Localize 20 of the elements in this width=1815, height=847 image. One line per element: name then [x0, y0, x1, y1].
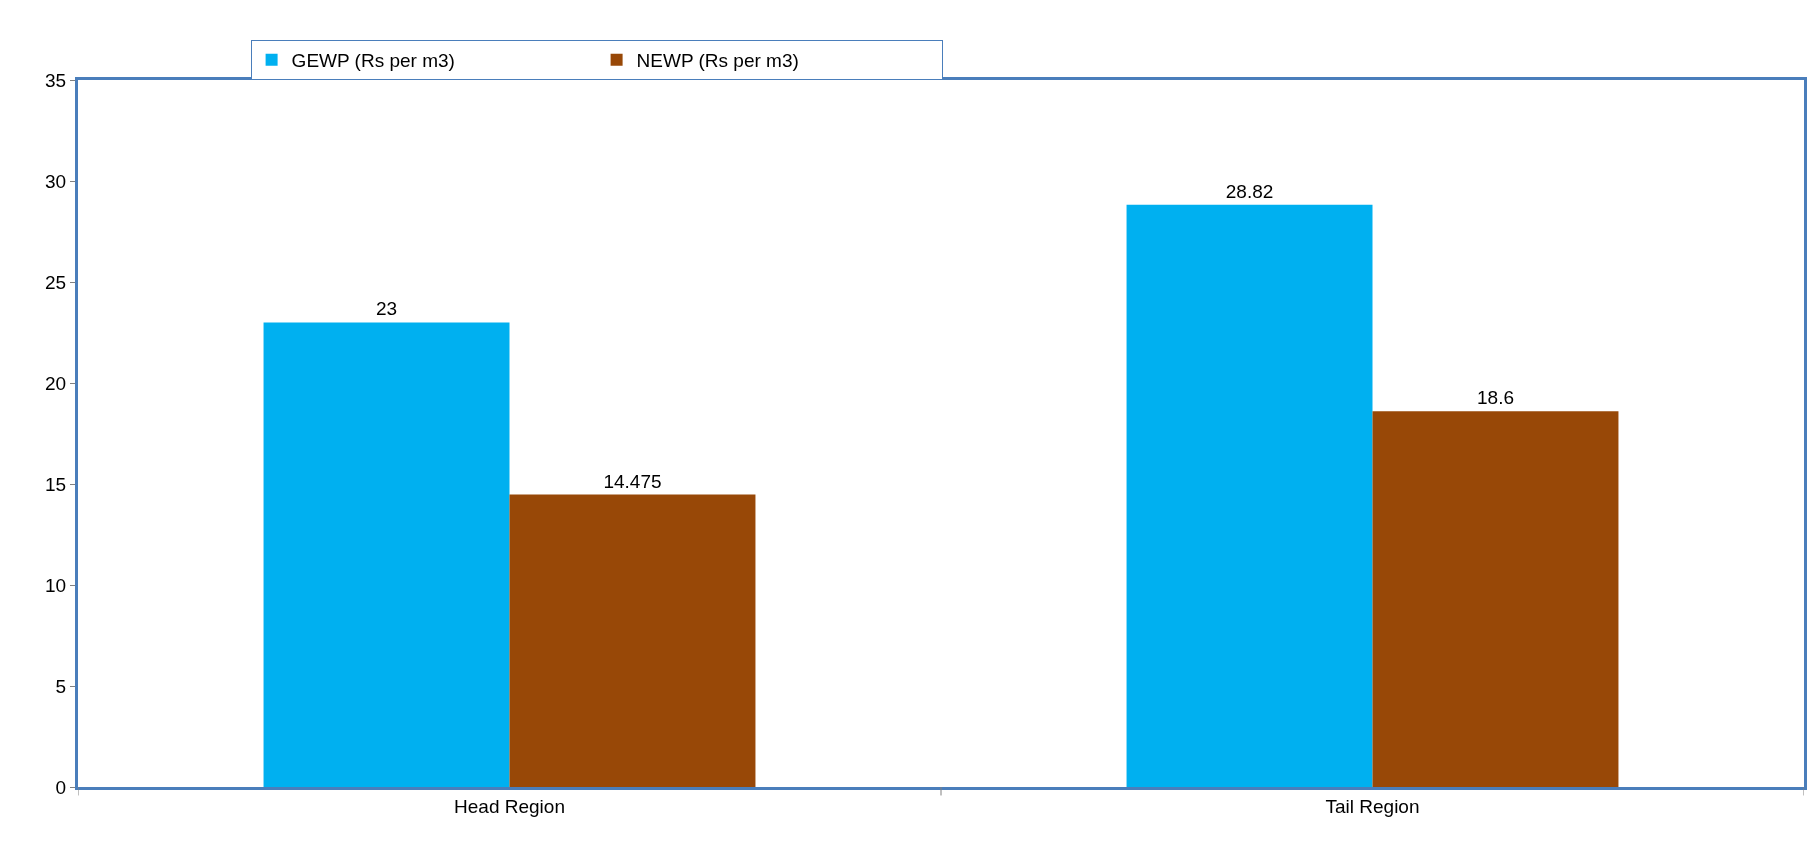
- bar: [1372, 411, 1619, 787]
- data-label: 18.6: [1476, 387, 1514, 409]
- bar: [1126, 204, 1373, 787]
- y-tick-label: 0: [55, 776, 67, 798]
- y-tick-label: 15: [45, 473, 67, 495]
- y-tick-label: 5: [55, 675, 67, 697]
- x-tick-label: Head Region: [454, 795, 565, 817]
- x-tick-label: Tail Region: [1325, 795, 1420, 817]
- y-tick-label: 10: [45, 574, 67, 596]
- legend-label: GEWP (Rs per m3): [291, 50, 455, 72]
- data-label: 14.475: [603, 470, 662, 492]
- bar: [263, 322, 510, 787]
- y-tick-label: 35: [45, 69, 67, 91]
- data-label: 23: [375, 298, 398, 320]
- data-label: 28.82: [1225, 180, 1274, 202]
- bar: [509, 494, 756, 787]
- y-tick-label: 25: [45, 271, 67, 293]
- y-tick-label: 20: [45, 372, 67, 394]
- legend-label: NEWP (Rs per m3): [636, 50, 799, 72]
- y-tick-label: 30: [45, 170, 67, 192]
